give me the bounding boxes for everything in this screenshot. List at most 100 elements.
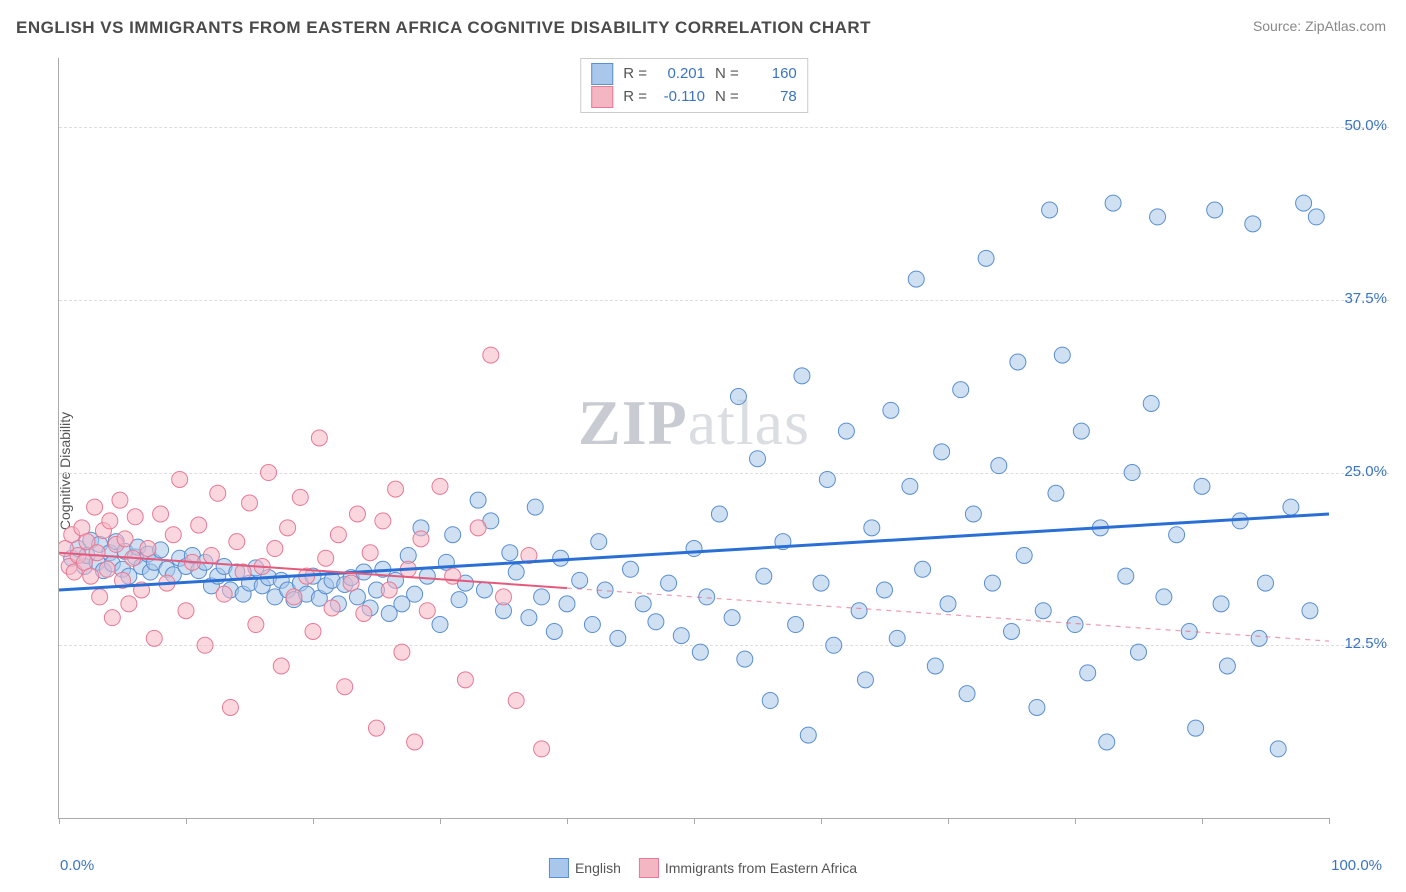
plot-area: ZIPatlas R = 0.201 N = 160 R = -0.110 N … [58,58,1329,819]
data-point-eastern-africa [222,699,238,715]
data-point-eastern-africa [99,561,115,577]
x-tick [440,818,441,824]
data-point-english [984,575,1000,591]
x-axis-min-label: 0.0% [60,857,94,874]
stats-n-english: 160 [749,63,797,86]
y-tick-label: 12.5% [1344,635,1387,652]
data-point-eastern-africa [381,582,397,598]
data-point-eastern-africa [203,547,219,563]
stats-r-eafrica: -0.110 [657,86,705,109]
data-point-english [1131,644,1147,660]
data-point-english [902,478,918,494]
data-point-eastern-africa [127,509,143,525]
data-point-eastern-africa [445,568,461,584]
data-point-english [813,575,829,591]
data-point-english [800,727,816,743]
plot-svg [59,58,1329,818]
data-point-eastern-africa [146,630,162,646]
data-point-eastern-africa [229,534,245,550]
data-point-english [1124,465,1140,481]
data-point-english [521,610,537,626]
data-point-english [1156,589,1172,605]
data-point-english [476,582,492,598]
swatch-english [591,63,613,85]
data-point-english [451,592,467,608]
stats-n-eafrica: 78 [749,86,797,109]
data-point-eastern-africa [330,527,346,543]
data-point-english [877,582,893,598]
data-point-english [1302,603,1318,619]
data-point-eastern-africa [457,672,473,688]
x-tick [821,818,822,824]
data-point-english [857,672,873,688]
data-point-eastern-africa [508,693,524,709]
source-label: Source: ZipAtlas.com [1253,18,1386,34]
data-point-english [1016,547,1032,563]
data-point-english [1118,568,1134,584]
data-point-english [940,596,956,612]
data-point-eastern-africa [165,527,181,543]
data-point-english [527,499,543,515]
data-point-eastern-africa [178,603,194,619]
data-point-english [559,596,575,612]
x-tick [1075,818,1076,824]
data-point-english [1296,195,1312,211]
data-point-eastern-africa [311,430,327,446]
data-point-english [1270,741,1286,757]
legend-swatch-english [549,858,569,878]
data-point-english [1194,478,1210,494]
stats-n-label: N = [715,63,739,86]
data-point-english [730,389,746,405]
trend-line-english [59,514,1329,590]
data-point-english [889,630,905,646]
stats-r-label: R = [623,63,647,86]
data-point-eastern-africa [267,541,283,557]
data-point-eastern-africa [388,481,404,497]
data-point-english [661,575,677,591]
data-point-english [502,545,518,561]
data-point-english [1035,603,1051,619]
y-tick-label: 25.0% [1344,463,1387,480]
data-point-english [635,596,651,612]
data-point-english [1099,734,1115,750]
data-point-english [908,271,924,287]
data-point-eastern-africa [83,568,99,584]
data-point-eastern-africa [483,347,499,363]
data-point-english [572,572,588,588]
x-tick [1329,818,1330,824]
stats-row-eafrica: R = -0.110 N = 78 [591,86,797,109]
data-point-english [1188,720,1204,736]
data-point-eastern-africa [273,658,289,674]
data-point-eastern-africa [292,489,308,505]
data-point-english [1042,202,1058,218]
data-point-eastern-africa [349,506,365,522]
data-point-eastern-africa [117,531,133,547]
y-tick-label: 37.5% [1344,290,1387,307]
x-tick [567,818,568,824]
data-point-eastern-africa [356,605,372,621]
data-point-english [673,628,689,644]
data-point-english [788,617,804,633]
data-point-eastern-africa [496,589,512,605]
data-point-eastern-africa [172,471,188,487]
data-point-english [1251,630,1267,646]
data-point-english [1080,665,1096,681]
data-point-english [1073,423,1089,439]
data-point-eastern-africa [102,513,118,529]
data-point-english [1054,347,1070,363]
data-point-english [864,520,880,536]
data-point-english [1048,485,1064,501]
data-point-eastern-africa [324,600,340,616]
data-point-english [1010,354,1026,370]
data-point-english [953,382,969,398]
data-point-eastern-africa [210,485,226,501]
data-point-english [915,561,931,577]
data-point-english [508,564,524,580]
data-point-english [1169,527,1185,543]
data-point-eastern-africa [197,637,213,653]
x-tick [59,818,60,824]
data-point-english [1308,209,1324,225]
data-point-english [959,686,975,702]
data-point-eastern-africa [305,623,321,639]
data-point-eastern-africa [337,679,353,695]
